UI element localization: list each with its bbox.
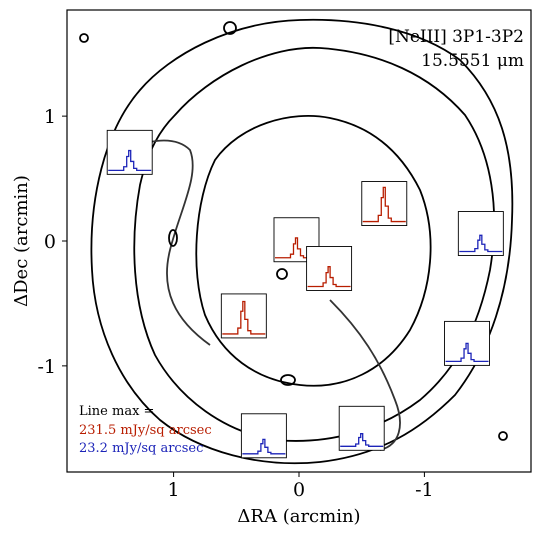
inner-contour-1 bbox=[133, 46, 495, 442]
x-axis-label: ΔRA (arcmin) bbox=[237, 506, 360, 527]
outer-contour bbox=[90, 18, 514, 465]
y-tick-label: 1 bbox=[44, 106, 56, 128]
filament-contour bbox=[119, 139, 211, 346]
spectrum-line bbox=[274, 237, 318, 259]
spectrum-line bbox=[108, 149, 152, 171]
spectrum-inset bbox=[306, 246, 353, 291]
spectra-layer bbox=[106, 129, 504, 459]
y-tick-label: -1 bbox=[37, 356, 56, 378]
spectrum-line bbox=[340, 433, 384, 447]
chart-title-line-2: 15.5551 μm bbox=[421, 51, 524, 71]
contour-blob bbox=[223, 21, 237, 35]
contour-blob bbox=[168, 229, 178, 247]
contour-layer bbox=[79, 18, 514, 465]
spectrum-line bbox=[222, 300, 266, 335]
line-max-heading: Line max = bbox=[79, 404, 154, 419]
line-max-blue-value: 23.2 mJy/sq arcsec bbox=[79, 441, 203, 456]
spectrum-inset bbox=[220, 293, 267, 339]
contour-blob bbox=[276, 268, 288, 280]
spectrum-line bbox=[362, 186, 406, 223]
spectrum-box bbox=[361, 181, 408, 226]
spectrum-inset bbox=[338, 405, 385, 451]
contour-blob bbox=[498, 431, 508, 441]
spectrum-box bbox=[240, 413, 287, 459]
filament-contour-2 bbox=[329, 299, 401, 451]
spectrum-line bbox=[459, 234, 503, 253]
spectrum-box bbox=[220, 293, 267, 339]
spectrum-line bbox=[242, 438, 286, 455]
spectrum-box bbox=[457, 211, 504, 256]
spectrum-inset bbox=[444, 320, 490, 366]
line-max-note: Line max = 231.5 mJy/sq arcsec 23.2 mJy/… bbox=[79, 404, 212, 456]
spectrum-inset bbox=[106, 129, 153, 175]
spectrum-inset bbox=[457, 211, 504, 256]
contour-blob bbox=[79, 33, 89, 43]
x-tick-label: 0 bbox=[293, 479, 305, 501]
x-tick-label: -1 bbox=[415, 479, 434, 501]
spectrum-box bbox=[106, 129, 153, 175]
spectrum-box bbox=[306, 246, 353, 291]
spectrum-line bbox=[307, 266, 351, 288]
spectrum-box bbox=[338, 405, 385, 451]
x-tick-label: 1 bbox=[168, 479, 180, 501]
spectrum-line bbox=[445, 342, 489, 363]
spectrum-inset bbox=[240, 413, 287, 459]
line-max-red-value: 231.5 mJy/sq arcsec bbox=[79, 423, 212, 438]
chart-title-line-1: [NeIII] 3P1-3P2 bbox=[388, 27, 524, 47]
y-axis-label: ΔDec (arcmin) bbox=[11, 175, 32, 307]
spectrum-inset bbox=[361, 181, 408, 226]
contour-blob bbox=[280, 374, 296, 386]
y-tick-label: 0 bbox=[44, 231, 56, 253]
inner-contour-2 bbox=[195, 115, 432, 387]
